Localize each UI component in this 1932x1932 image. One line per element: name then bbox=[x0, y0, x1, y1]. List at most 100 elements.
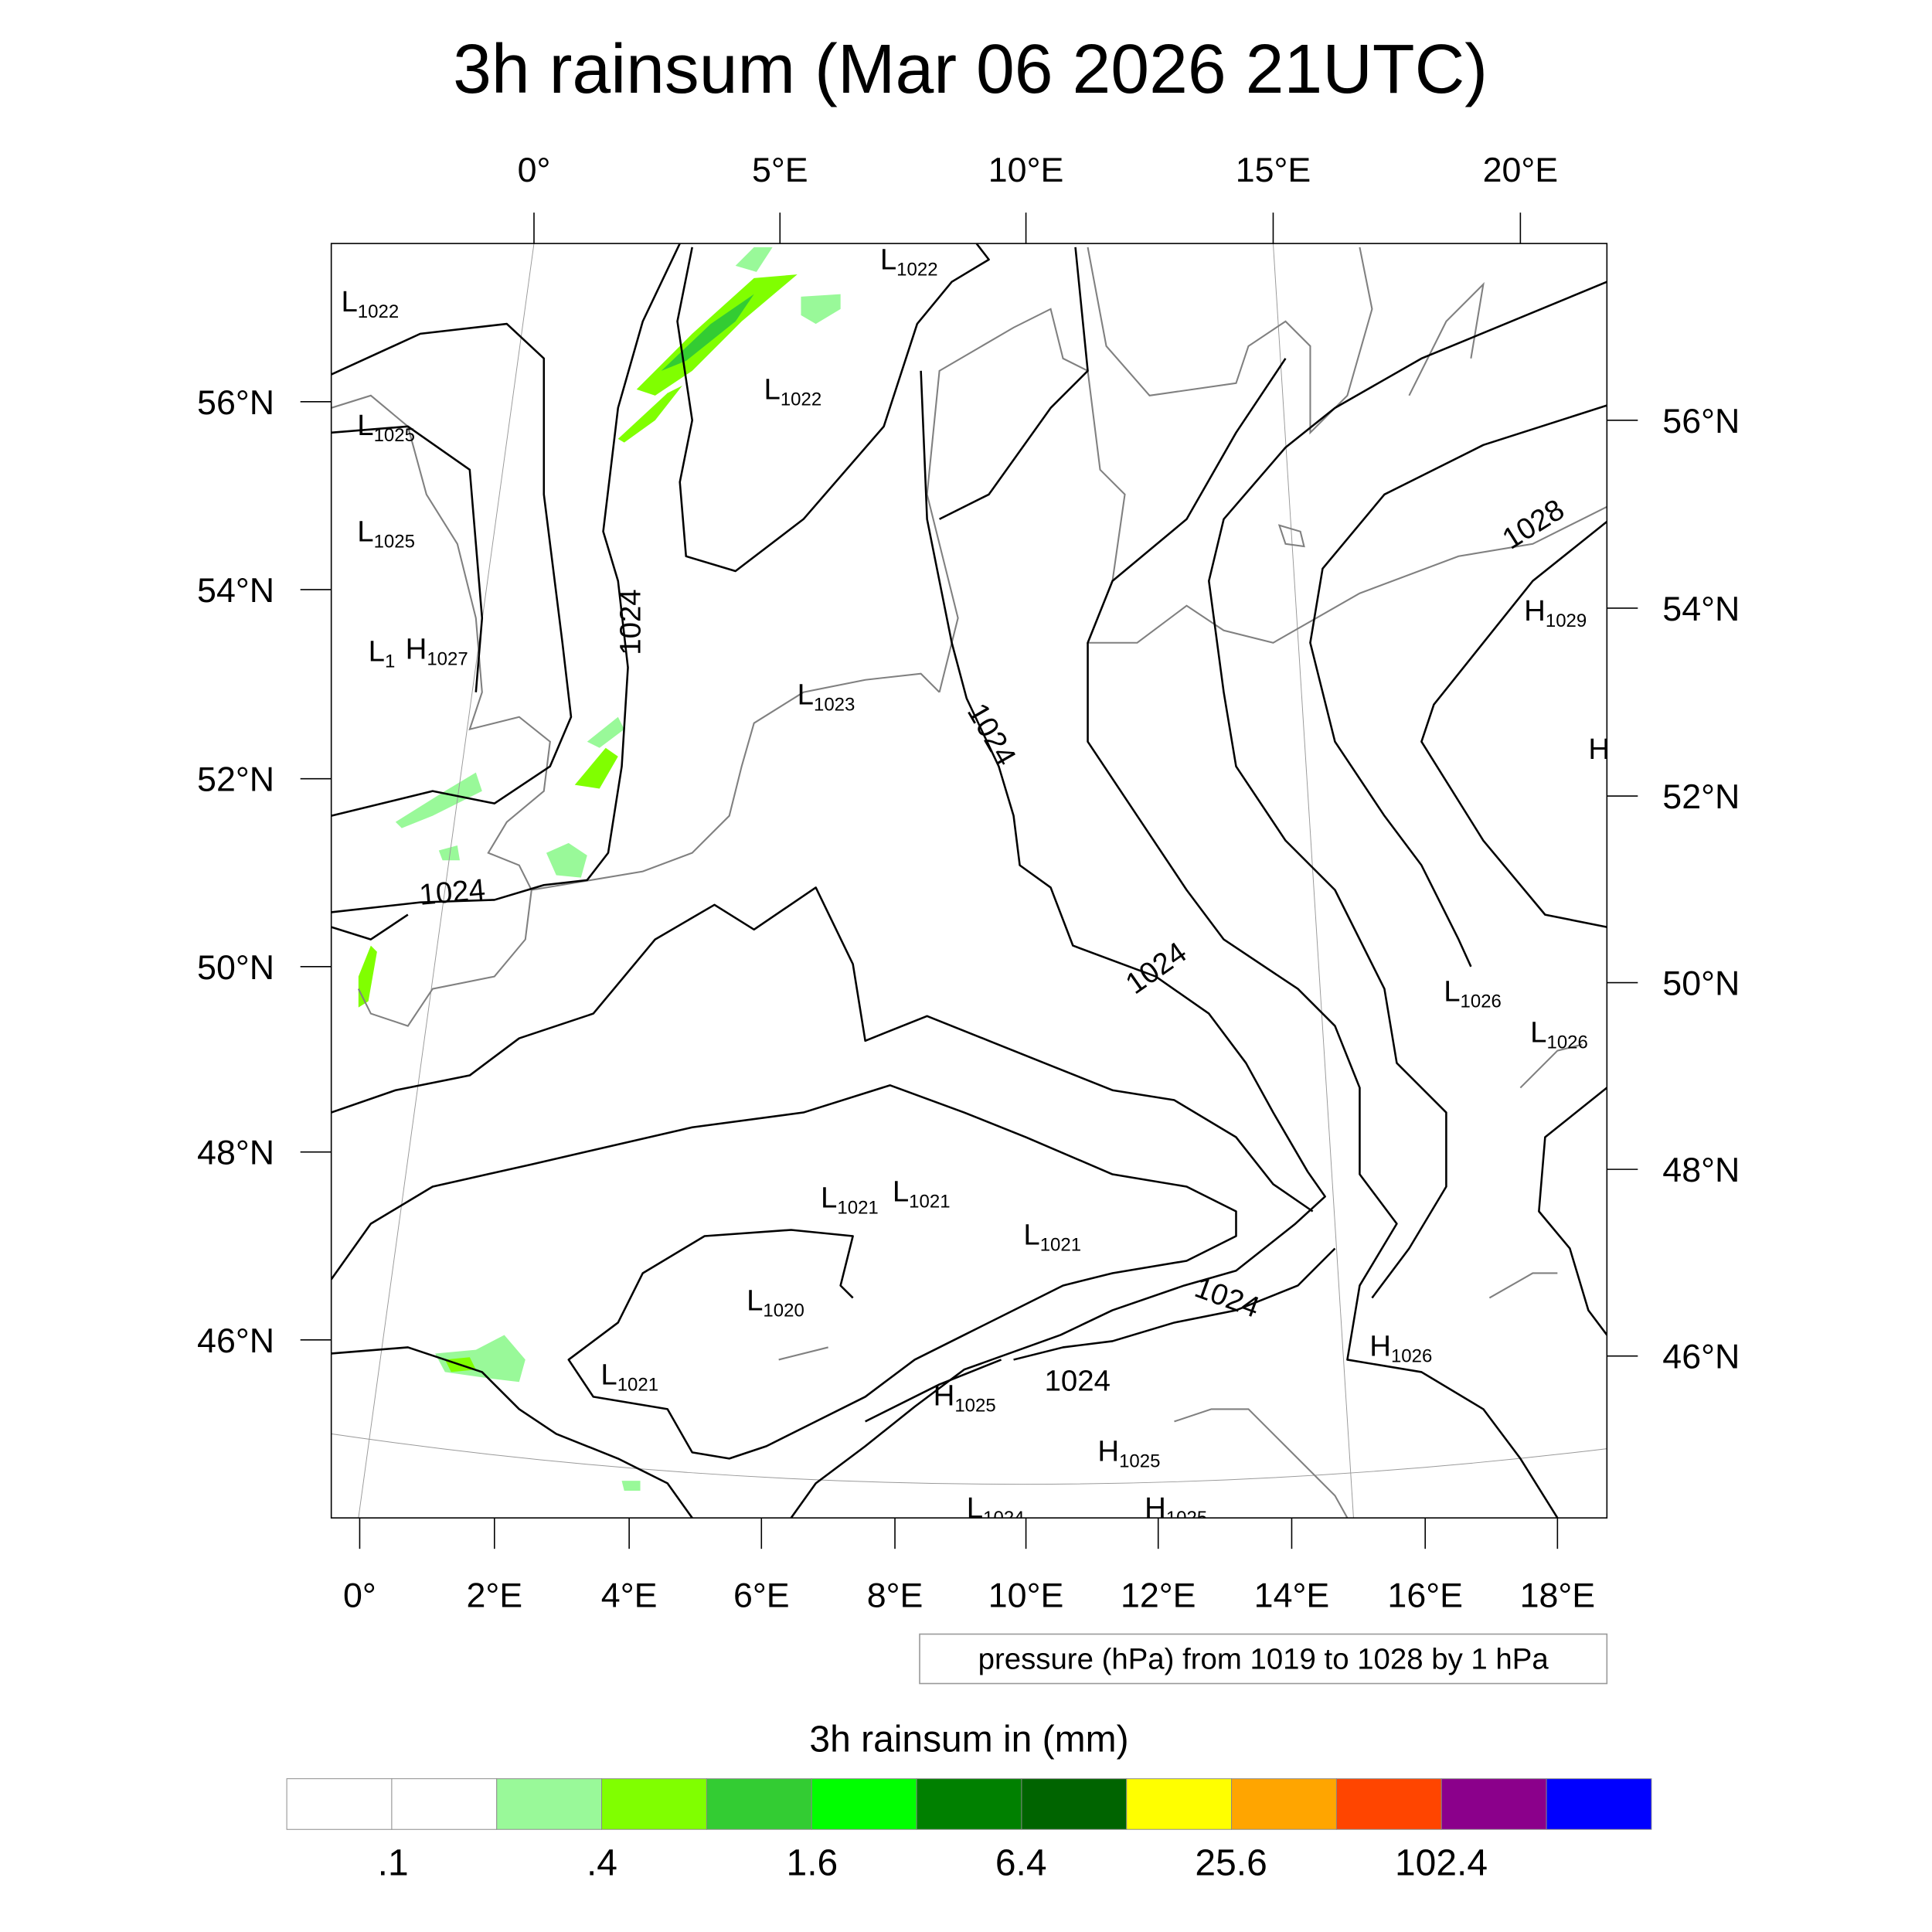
contour-info-box bbox=[919, 1633, 1608, 1685]
colorbar-box bbox=[1021, 1778, 1128, 1830]
right-tick-label: 46°N bbox=[1662, 1338, 1740, 1376]
rain-patch bbox=[358, 945, 377, 1008]
pressure-center-label: L1 bbox=[369, 635, 396, 672]
pressure-center-label: H1025 bbox=[934, 1379, 996, 1417]
colorbar-box bbox=[916, 1778, 1022, 1830]
bottom-tick-label: 14°E bbox=[1254, 1576, 1330, 1614]
rain-patch bbox=[621, 1481, 641, 1491]
left-tick-label: 54°N bbox=[197, 571, 274, 610]
pressure-center-label: L1026 bbox=[1444, 975, 1502, 1012]
pressure-center-label: L1024 bbox=[967, 1492, 1025, 1529]
bottom-tick-label: 12°E bbox=[1121, 1576, 1196, 1614]
contour-label: 1024 bbox=[418, 873, 487, 912]
top-tick-label: 5°E bbox=[752, 151, 808, 189]
colorbar-tick-label: 1.6 bbox=[787, 1842, 838, 1883]
colorbar-box bbox=[1335, 1778, 1442, 1830]
pressure-center-label: L1021 bbox=[821, 1182, 879, 1219]
colorbar-labels: .1 .4 1.6 6.4 25.6 102.4 bbox=[378, 1842, 1488, 1883]
right-axis: 56°N 54°N 52°N 50°N 48°N 46°N bbox=[1662, 402, 1740, 1376]
rain-patch bbox=[617, 386, 682, 443]
rain-patch bbox=[587, 716, 624, 748]
pressure-center-label: L1021 bbox=[600, 1358, 658, 1395]
pressure-center-label: H bbox=[1588, 733, 1610, 766]
map-frame bbox=[330, 243, 1608, 1519]
bottom-axis: 0° 2°E 4°E 6°E 8°E 10°E 12°E 14°E 16°E 1… bbox=[343, 1576, 1595, 1614]
rain-patch bbox=[574, 747, 618, 789]
colorbar-tick-label: 25.6 bbox=[1195, 1842, 1267, 1883]
pressure-center-label: L1021 bbox=[893, 1175, 951, 1213]
pressure-center-label: H1025 bbox=[1097, 1435, 1160, 1472]
pressure-center-label: L1022 bbox=[341, 285, 399, 322]
rain-patch bbox=[546, 842, 587, 878]
colorbar-box bbox=[811, 1778, 917, 1830]
colorbar-box bbox=[1440, 1778, 1547, 1830]
colorbar-title: 3h rainsum in (mm) bbox=[809, 1719, 1128, 1760]
graticule bbox=[331, 243, 1607, 1519]
contour-label: 1028 bbox=[1497, 493, 1570, 556]
bottom-tick-label: 16°E bbox=[1387, 1576, 1463, 1614]
top-tick-label: 20°E bbox=[1483, 151, 1559, 189]
pressure-center-label: H1029 bbox=[1524, 594, 1587, 631]
right-tick-label: 50°N bbox=[1662, 964, 1740, 1003]
pressure-center-label: L1025 bbox=[357, 515, 415, 553]
top-axis: 0° 5°E 10°E 15°E 20°E bbox=[518, 151, 1559, 189]
left-tick-label: 46°N bbox=[197, 1321, 274, 1360]
pressure-center-label: H1027 bbox=[406, 633, 468, 670]
colorbar-box bbox=[1546, 1778, 1652, 1830]
chart-title: 3h rainsum (Mar 06 2026 21UTC) bbox=[453, 30, 1488, 107]
left-tick-label: 50°N bbox=[197, 948, 274, 987]
colorbar-box bbox=[496, 1778, 603, 1830]
top-tick-label: 10°E bbox=[988, 151, 1064, 189]
rain-patch bbox=[801, 294, 841, 325]
rain-patch bbox=[435, 1335, 526, 1383]
pressure-center-label: L1022 bbox=[880, 243, 938, 281]
bottom-tick-label: 0° bbox=[343, 1576, 376, 1614]
colorbar-tick-label: 102.4 bbox=[1395, 1842, 1488, 1883]
left-axis: 56°N 54°N 52°N 50°N 48°N 46°N bbox=[197, 383, 274, 1360]
left-tick-label: 48°N bbox=[197, 1134, 274, 1172]
contour-label: 1024 bbox=[1120, 936, 1193, 1001]
map-area: 1024 1024 1024 1024 1024 1024 1028 L1022… bbox=[331, 243, 1610, 1529]
right-tick-label: 52°N bbox=[1662, 777, 1740, 816]
pressure-centers: L1022 L1022 L1022 L1025 L1025 L1 H1027 L… bbox=[341, 243, 1610, 1529]
colorbar bbox=[286, 1778, 1652, 1830]
bottom-tick-label: 18°E bbox=[1520, 1576, 1596, 1614]
colorbar-tick-label: .1 bbox=[378, 1842, 409, 1883]
pressure-center-label: H1025 bbox=[1145, 1492, 1207, 1529]
rain-patch bbox=[438, 845, 461, 861]
contour-label: 1024 bbox=[614, 589, 648, 655]
pressure-center-label: H1026 bbox=[1369, 1330, 1432, 1367]
right-tick-label: 48°N bbox=[1662, 1151, 1740, 1189]
colorbar-box bbox=[1126, 1778, 1233, 1830]
colorbar-tick-label: .4 bbox=[587, 1842, 617, 1883]
top-tick-label: 15°E bbox=[1236, 151, 1311, 189]
rain-patch bbox=[661, 294, 754, 371]
left-tick-label: 56°N bbox=[197, 383, 274, 422]
rain-patch bbox=[395, 772, 482, 828]
colorbar-box bbox=[1231, 1778, 1337, 1830]
pressure-center-label: L1023 bbox=[798, 679, 855, 716]
bottom-tick-label: 2°E bbox=[466, 1576, 522, 1614]
pressure-center-label: L1025 bbox=[357, 409, 415, 446]
pressure-center-label: L1020 bbox=[747, 1284, 804, 1321]
top-tick-label: 0° bbox=[518, 151, 551, 189]
rain-patches bbox=[358, 247, 841, 1491]
pressure-center-label: L1026 bbox=[1530, 1015, 1588, 1053]
pressure-center-label: L1022 bbox=[764, 373, 821, 410]
rain-patch bbox=[735, 247, 773, 272]
colorbar-box bbox=[391, 1778, 498, 1830]
bottom-tick-label: 6°E bbox=[733, 1576, 790, 1614]
contour-label: 1024 bbox=[961, 698, 1022, 771]
colorbar-box bbox=[601, 1778, 707, 1830]
bottom-tick-label: 4°E bbox=[601, 1576, 658, 1614]
pressure-contours bbox=[331, 243, 1607, 1519]
colorbar-tick-label: 6.4 bbox=[995, 1842, 1047, 1883]
right-tick-label: 56°N bbox=[1662, 402, 1740, 440]
pressure-center-label: L1021 bbox=[1023, 1219, 1081, 1256]
contour-label: 1024 bbox=[1045, 1364, 1111, 1397]
contour-info-text: pressure (hPa) from 1019 to 1028 by 1 hP… bbox=[978, 1642, 1549, 1675]
colorbar-box bbox=[286, 1778, 393, 1830]
bottom-tick-label: 8°E bbox=[867, 1576, 923, 1614]
contour-labels: 1024 1024 1024 1024 1024 1024 1028 bbox=[418, 493, 1570, 1398]
